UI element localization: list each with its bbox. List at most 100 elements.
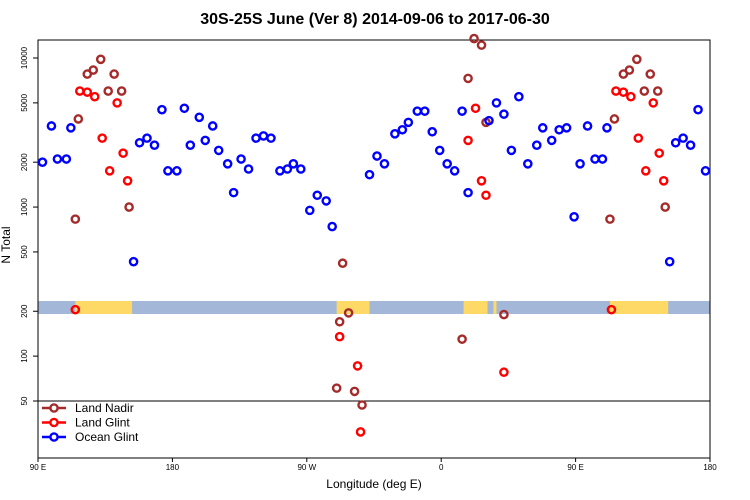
land-glint-point bbox=[334, 331, 345, 342]
land-nadir-point bbox=[457, 334, 467, 344]
ocean-glint-point bbox=[397, 124, 408, 135]
land-nadir-point bbox=[624, 65, 635, 75]
land-glint-point bbox=[75, 86, 85, 96]
land-nadir-point bbox=[632, 54, 642, 65]
ocean-glint-point bbox=[251, 133, 261, 143]
land-glint-point bbox=[476, 176, 487, 186]
land-segment bbox=[609, 301, 669, 314]
land-glint-point bbox=[89, 91, 100, 102]
ocean-glint-point bbox=[403, 117, 414, 128]
land-glint-point bbox=[352, 361, 363, 371]
ocean-glint-point bbox=[312, 190, 323, 201]
ocean-glint-point bbox=[463, 187, 473, 198]
ocean-glint-point bbox=[379, 159, 390, 169]
land-glint-point bbox=[618, 87, 629, 97]
x-tick-label: 90 E bbox=[567, 463, 583, 472]
land-glint-point bbox=[97, 133, 108, 143]
ocean-glint-point bbox=[514, 91, 524, 102]
land-nadir-point bbox=[343, 308, 354, 318]
ocean-glint-point bbox=[134, 137, 145, 148]
x-tick-label: 180 bbox=[166, 463, 180, 472]
land-segment bbox=[75, 301, 133, 314]
plot-frame bbox=[37, 39, 711, 459]
ocean-glint-point bbox=[546, 135, 557, 146]
land-nadir-point bbox=[357, 400, 367, 410]
x-tick-label: 0 bbox=[439, 463, 444, 472]
land-nadir-point bbox=[639, 86, 650, 96]
ocean-glint-point bbox=[327, 221, 337, 232]
ocean-glint-point bbox=[236, 154, 246, 164]
ocean-glint-point bbox=[222, 159, 233, 169]
ocean-glint-point bbox=[575, 159, 585, 169]
ocean-glint-point bbox=[185, 140, 196, 151]
y-tick-label: 100 bbox=[20, 349, 29, 363]
land-nadir-point bbox=[349, 386, 360, 397]
land-nadir-legend-marker bbox=[49, 403, 59, 413]
ocean-glint-point bbox=[304, 205, 315, 216]
ocean-glint-point bbox=[61, 154, 72, 164]
land-nadir-legend-label: Land Nadir bbox=[75, 401, 134, 415]
ocean-glint-point bbox=[213, 145, 224, 156]
land-nadir-point bbox=[645, 69, 656, 79]
ocean-glint-point bbox=[434, 145, 445, 156]
ocean-glint-point bbox=[390, 129, 400, 139]
land-nadir-point bbox=[124, 202, 134, 212]
chart-title: 30S-25S June (Ver 8) 2014-09-06 to 2017-… bbox=[200, 11, 550, 28]
land-glint-point bbox=[112, 98, 122, 108]
land-segment bbox=[493, 301, 497, 314]
ocean-glint-point bbox=[364, 169, 375, 180]
ocean-glint-point bbox=[172, 166, 182, 176]
land-glint-point bbox=[611, 86, 621, 96]
land-nadir-point bbox=[337, 258, 348, 269]
land-glint-point bbox=[626, 91, 636, 102]
land-glint-point bbox=[481, 190, 491, 201]
ocean-glint-point bbox=[142, 133, 152, 143]
ocean-glint-point bbox=[531, 140, 542, 151]
ocean-glint-point bbox=[523, 159, 533, 169]
x-tick-label: 90 E bbox=[30, 463, 46, 472]
ocean-glint-point bbox=[194, 112, 205, 123]
ocean-glint-point bbox=[449, 166, 460, 176]
y-tick-label: 1000 bbox=[20, 198, 29, 216]
ocean-glint-point bbox=[602, 123, 612, 133]
ocean-glint-point bbox=[163, 166, 173, 176]
land-nadir-point bbox=[103, 86, 113, 96]
land-glint-point bbox=[355, 427, 366, 437]
ocean-glint-point bbox=[664, 256, 675, 267]
land-nadir-point bbox=[334, 316, 345, 327]
land-glint-point bbox=[606, 304, 617, 315]
ocean-glint-point bbox=[678, 133, 688, 143]
land-glint-point bbox=[648, 98, 659, 108]
ocean-glint-point bbox=[128, 256, 139, 267]
ocean-glint-point bbox=[52, 154, 63, 164]
land-nadir-point bbox=[463, 73, 473, 84]
ocean-glint-point bbox=[372, 151, 382, 161]
ocean-glint-point bbox=[149, 140, 160, 151]
ocean-glint-point bbox=[693, 104, 703, 115]
ocean-glint-point bbox=[491, 98, 502, 108]
ocean-glint-point bbox=[484, 115, 494, 126]
ocean-glint-point bbox=[457, 106, 467, 116]
ocean-glint-point bbox=[442, 159, 452, 169]
ocean-glint-point bbox=[685, 140, 696, 151]
land-glint-legend-label: Land Glint bbox=[75, 416, 130, 430]
ocean-glint-point bbox=[37, 157, 48, 167]
land-nadir-point bbox=[116, 86, 127, 96]
ocean-glint-point bbox=[554, 124, 564, 135]
data-points bbox=[37, 33, 711, 437]
ocean-glint-point bbox=[275, 166, 285, 176]
ocean-glint-point bbox=[537, 123, 548, 133]
ocean-glint-point bbox=[582, 121, 593, 131]
ocean-glint-point bbox=[179, 103, 190, 114]
ocean-glint-point bbox=[427, 126, 438, 137]
land-glint-point bbox=[470, 103, 481, 114]
land-glint-point bbox=[654, 148, 665, 158]
land-nadir-point bbox=[469, 33, 479, 44]
y-tick-label: 5000 bbox=[20, 93, 29, 111]
ocean-glint-point bbox=[670, 137, 681, 148]
ocean-band bbox=[38, 301, 710, 314]
y-tick-label: 500 bbox=[20, 245, 29, 259]
ocean-glint-legend-marker bbox=[49, 432, 59, 442]
